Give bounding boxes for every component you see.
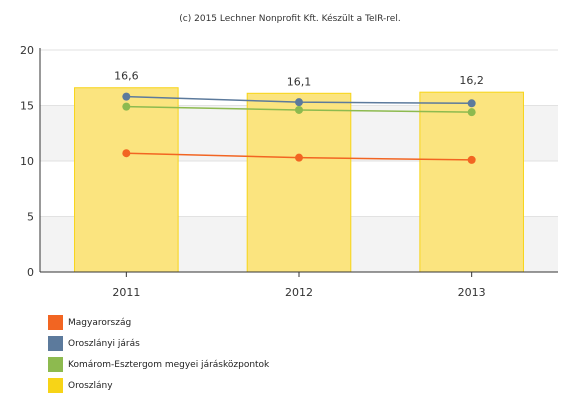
legend-label: Komárom-Esztergom megyei járásközpontok xyxy=(68,359,270,370)
series-point-1 xyxy=(467,99,476,108)
legend-label: Oroszlány xyxy=(68,380,113,391)
legend-item-oroszlany[interactable]: Oroszlány xyxy=(48,376,269,395)
legend: Magyarország Oroszlányi járás Komárom-Es… xyxy=(48,313,269,397)
series-point-0 xyxy=(295,153,303,162)
legend-swatch xyxy=(48,315,63,330)
x-tick-label: 2013 xyxy=(458,286,486,299)
y-tick-label: 10 xyxy=(20,155,34,168)
series-point-2 xyxy=(122,102,131,111)
chart-svg: 0 5 10 15 20 16,6 16,1 16,2 2011 2012 2013 xyxy=(20,44,558,299)
legend-item-komarom-esztergom[interactable]: Komárom-Esztergom megyei járásközpontok xyxy=(48,355,269,374)
bar-oroszlany xyxy=(246,92,352,273)
chart-credit: (c) 2015 Lechner Nonprofit Kft. Készült … xyxy=(179,14,401,24)
bar-oroszlany xyxy=(419,91,524,273)
y-tick-label: 0 xyxy=(27,266,34,279)
bar-value-label: 16,1 xyxy=(287,75,312,88)
bar-value-label: 16,6 xyxy=(114,70,139,83)
series-point-0 xyxy=(467,155,476,164)
legend-item-oroszlanyi-jaras[interactable]: Oroszlányi járás xyxy=(48,334,269,353)
bar-value-label: 16,2 xyxy=(459,74,484,87)
bar-oroszlany xyxy=(74,87,179,273)
y-tick-label: 5 xyxy=(27,211,34,224)
series-point-1 xyxy=(122,92,131,101)
legend-swatch xyxy=(48,336,63,351)
series-point-2 xyxy=(295,105,303,114)
series-point-0 xyxy=(122,149,131,158)
series-point-1 xyxy=(295,98,303,107)
y-tick-label: 15 xyxy=(20,100,34,113)
x-tick-label: 2012 xyxy=(285,286,313,299)
x-tick-label: 2011 xyxy=(112,286,140,299)
legend-label: Oroszlányi járás xyxy=(68,338,140,349)
legend-item-magyarorszag[interactable]: Magyarország xyxy=(48,313,269,332)
legend-swatch xyxy=(48,357,63,372)
legend-label: Magyarország xyxy=(68,317,132,328)
series-point-2 xyxy=(467,108,476,117)
y-tick-label: 20 xyxy=(20,44,34,57)
legend-swatch xyxy=(48,378,63,393)
